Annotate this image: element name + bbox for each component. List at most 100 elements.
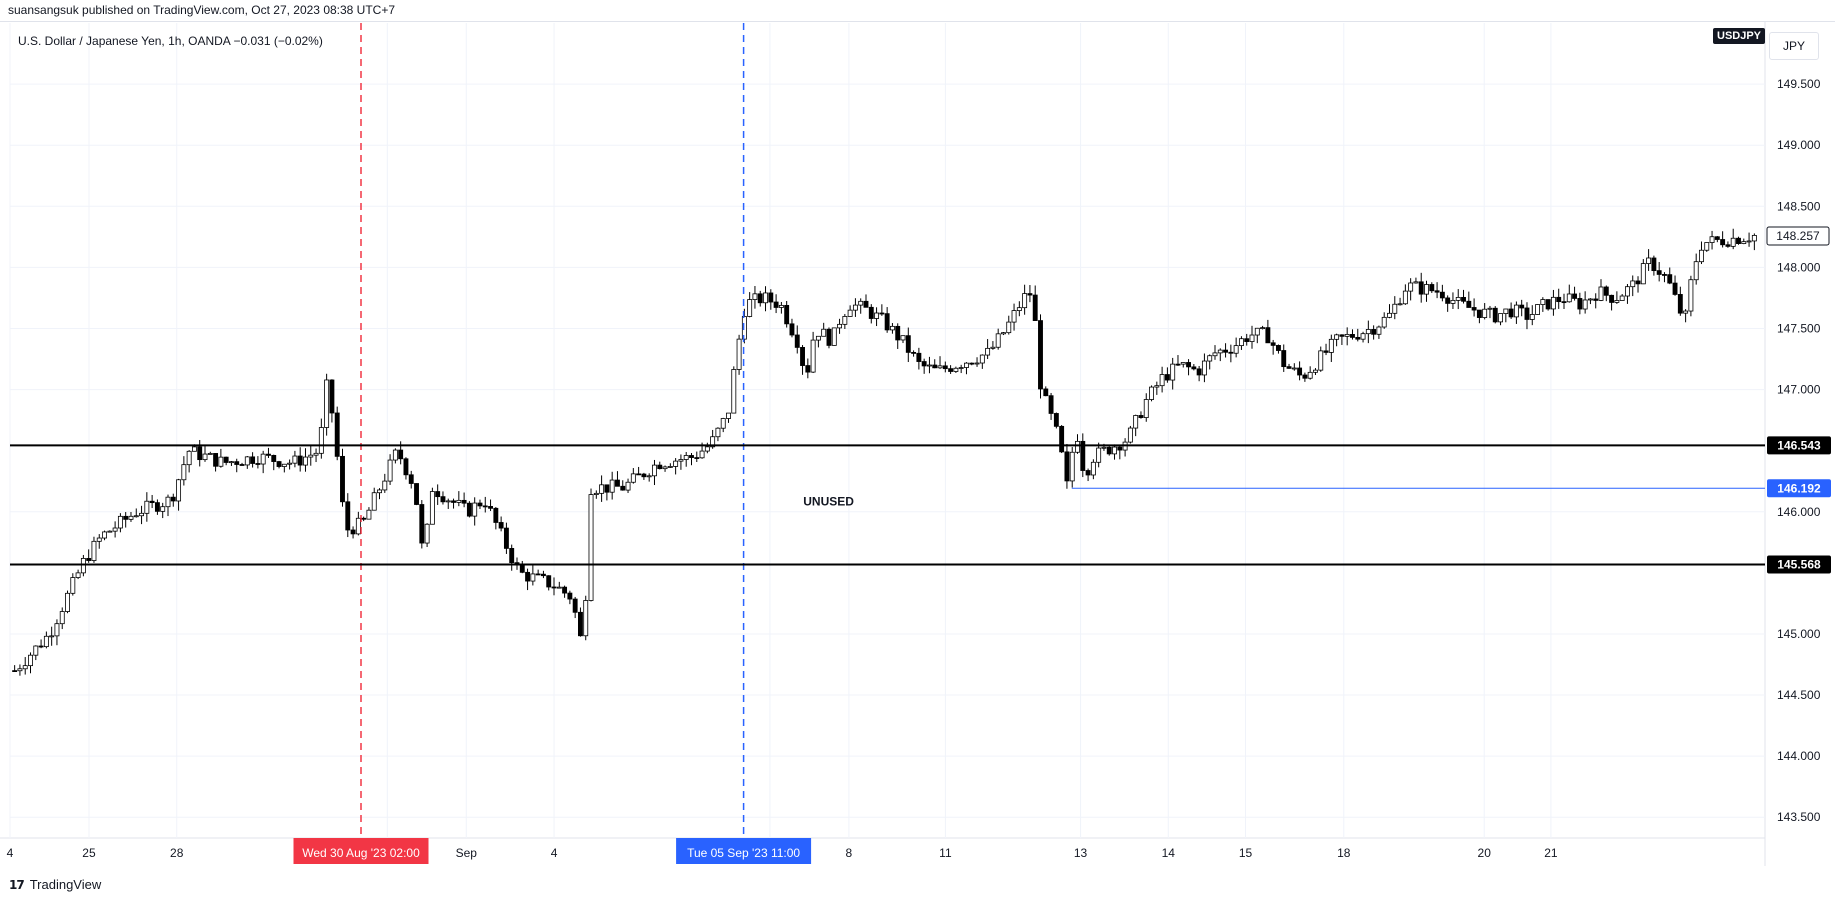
candle-body <box>1524 307 1530 320</box>
candle-body <box>609 479 615 493</box>
candle-body <box>900 335 906 341</box>
candle-body <box>54 623 60 637</box>
candle-body <box>207 453 213 455</box>
candle-body <box>1196 368 1202 376</box>
blue-marker-label: Tue 05 Sep '23 11:00 <box>687 846 800 860</box>
candle-body <box>1175 363 1181 366</box>
candle-body <box>810 339 816 373</box>
candle-body <box>49 635 55 638</box>
candle-body <box>964 362 969 368</box>
candle-body <box>657 464 663 470</box>
candle-body <box>847 309 853 317</box>
candle-body <box>488 506 493 509</box>
candle-body <box>556 586 562 589</box>
horizontal-level-label: 145.568 <box>1777 558 1821 572</box>
candle-body <box>1075 440 1080 453</box>
candle-body <box>154 502 160 512</box>
candle-body <box>1090 461 1096 476</box>
candle-body <box>535 573 541 576</box>
candle-body <box>540 573 546 577</box>
candle-body <box>974 362 980 365</box>
candle-body <box>530 573 536 582</box>
x-tick-label: 4 <box>7 846 14 860</box>
candle-body <box>1106 446 1112 455</box>
candle-body <box>805 365 811 373</box>
candle-body <box>493 507 499 523</box>
candle-body <box>1085 470 1091 476</box>
candle-body <box>942 365 948 370</box>
candle-body <box>1355 336 1361 340</box>
candle-body <box>519 564 525 573</box>
candle-body <box>747 299 753 317</box>
candle-body <box>1492 307 1498 323</box>
candle-body <box>1434 290 1440 293</box>
candle-body <box>498 522 504 529</box>
candle-body <box>1593 298 1599 301</box>
candle-body <box>1011 310 1017 323</box>
y-tick-label: 149.000 <box>1777 138 1821 152</box>
candle-body <box>398 449 404 460</box>
candle-body <box>641 473 647 478</box>
candle-body <box>350 529 356 535</box>
candle-body <box>979 354 985 364</box>
candle-body <box>1059 425 1065 453</box>
candle-body <box>255 463 261 465</box>
candle-body <box>403 458 409 476</box>
candle-body <box>874 312 880 319</box>
candle-body <box>1746 240 1752 243</box>
candle-body <box>1360 333 1366 340</box>
candle-body <box>303 456 308 466</box>
candle-body <box>1498 313 1503 323</box>
candle-body <box>1566 293 1572 303</box>
candle-body <box>1651 257 1657 272</box>
candle-body <box>1646 257 1652 264</box>
candle-body <box>165 496 171 508</box>
candle-body <box>736 338 742 370</box>
candle-body <box>599 484 605 494</box>
candle-body <box>1180 362 1186 365</box>
candle-body <box>1656 270 1662 275</box>
candle-body <box>858 300 864 306</box>
tradingview-logo[interactable]: 17 TradingView <box>9 877 101 892</box>
candle-body <box>181 464 187 481</box>
candle-body <box>842 316 848 325</box>
candle-body <box>1387 312 1392 318</box>
candle-body <box>1635 280 1641 285</box>
candle-body <box>932 364 938 369</box>
candle-body <box>1450 299 1456 304</box>
candle-body <box>1080 440 1086 471</box>
candle-body <box>895 325 901 341</box>
currency-selector[interactable]: JPY <box>1769 32 1819 60</box>
y-tick-label: 149.500 <box>1777 77 1821 91</box>
candle-body <box>1699 249 1704 263</box>
candle-body <box>456 499 462 503</box>
candle-body <box>1032 294 1038 321</box>
candle-body <box>33 645 39 656</box>
y-tick-label: 148.500 <box>1777 199 1821 213</box>
candle-body <box>1260 327 1266 330</box>
candle-body <box>1630 280 1636 288</box>
price-chart[interactable]: 149.500 149.000 148.500 148.000 147.500 147.0… <box>0 0 1835 866</box>
candle-body <box>1154 385 1160 388</box>
candle-body <box>229 461 234 464</box>
candle-body <box>1688 279 1694 312</box>
candle-body <box>1424 284 1429 295</box>
x-tick-label: Sep <box>456 846 478 860</box>
candle-body <box>1249 334 1255 342</box>
candle-body <box>546 575 552 588</box>
candle-body <box>757 293 763 304</box>
candle-body <box>91 540 97 561</box>
candle-body <box>461 499 467 504</box>
candle-body <box>831 327 837 346</box>
candle-body <box>800 347 805 366</box>
blue-level-tag <box>1767 479 1831 498</box>
x-tick-label: 15 <box>1239 846 1253 860</box>
x-tick-label: 18 <box>1337 846 1351 860</box>
candle-body <box>297 455 303 466</box>
candle-body <box>1556 296 1562 303</box>
candle-body <box>1461 296 1466 302</box>
candle-body <box>1397 303 1403 306</box>
candle-body <box>1429 284 1435 292</box>
candle-body <box>1572 293 1578 299</box>
candle-body <box>763 292 768 304</box>
